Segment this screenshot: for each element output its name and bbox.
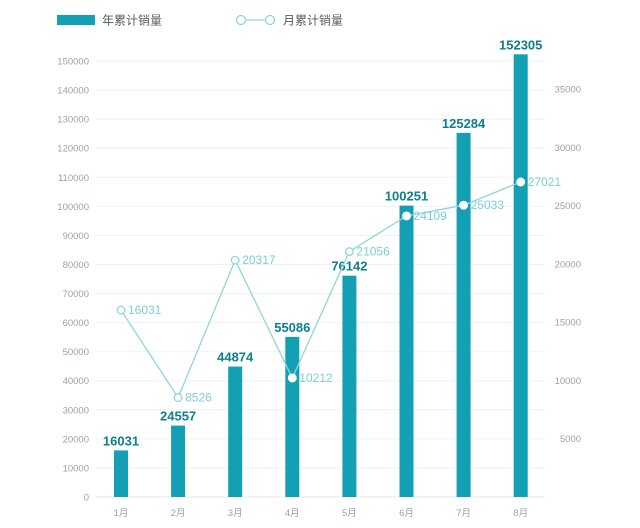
line-point [230, 255, 240, 265]
right-axis: 5000 10000 15000 20000 25000 30000 35000 [555, 85, 581, 446]
bar [114, 450, 128, 497]
bar-data-label: 55086 [274, 320, 310, 335]
line-point [459, 200, 469, 210]
left-axis-tick: 100000 [57, 202, 89, 213]
bar [228, 366, 243, 497]
grid [96, 60, 545, 498]
left-axis-tick: 110000 [58, 173, 89, 184]
x-axis-tick: 2月 [171, 508, 186, 519]
line-path [120, 181, 521, 399]
right-axis-tick: 35000 [555, 85, 581, 96]
x-axis-tick: 1月 [114, 508, 129, 519]
bar [285, 336, 300, 497]
left-axis-tick: 20000 [63, 434, 89, 445]
bar [399, 205, 414, 497]
legend-bar-label: 年累计销量 [102, 14, 162, 28]
line-data-label: 16031 [128, 303, 162, 317]
line-data-label: 25033 [471, 198, 505, 212]
bar-data-label: 44874 [217, 350, 254, 365]
left-axis-tick: 70000 [63, 289, 89, 300]
right-axis-tick: 25000 [555, 201, 581, 212]
legend-line-label: 月累计销量 [283, 14, 343, 28]
x-axis-tick: 4月 [285, 508, 300, 519]
bar-series: 16031 24557 44874 55086 76142 100251 125284 152… [103, 37, 542, 497]
left-axis-tick: 80000 [63, 260, 89, 271]
bar [342, 275, 357, 497]
bar-data-label: 100251 [385, 189, 428, 204]
line-point [173, 393, 183, 403]
right-axis-tick: 10000 [555, 376, 581, 387]
line-data-label: 21056 [356, 245, 390, 259]
x-axis-tick: 8月 [513, 508, 528, 519]
left-axis-tick: 120000 [57, 144, 89, 155]
bar [171, 425, 186, 497]
x-axis: 1月 2月 3月 4月 5月 6月 7月 8月 [114, 508, 528, 519]
x-axis-tick: 5月 [342, 508, 357, 519]
line-series: 16031 8526 20317 10212 21056 24109 25033 27021 [116, 175, 562, 405]
x-axis-tick: 7月 [456, 508, 471, 519]
bar-data-label: 24557 [160, 409, 196, 424]
legend-bar-swatch [57, 15, 95, 25]
x-axis-tick: 6月 [399, 508, 414, 519]
line-point [287, 373, 297, 383]
line-point [116, 305, 126, 315]
bar-data-label: 152305 [499, 37, 542, 52]
left-axis-tick: 10000 [63, 463, 89, 474]
left-axis: 0 10000 20000 30000 40000 50000 60000 70000 8000… [57, 57, 89, 504]
line-point [516, 177, 526, 187]
left-axis-tick: 140000 [57, 86, 89, 97]
left-axis-tick: 90000 [63, 231, 89, 242]
line-point [402, 211, 411, 221]
line-point [344, 247, 354, 256]
line-data-label: 24109 [414, 209, 448, 223]
legend: 年累计销量 月累计销量 [57, 14, 343, 28]
line-data-label: 10212 [299, 371, 333, 385]
left-axis-tick: 0 [84, 493, 89, 504]
x-axis-tick: 3月 [228, 508, 243, 519]
left-axis-tick: 60000 [63, 318, 89, 329]
bar [456, 132, 471, 497]
bar-data-label: 16031 [103, 433, 139, 448]
legend-line-swatch [235, 14, 276, 26]
left-axis-tick: 130000 [57, 115, 89, 126]
bar-data-label: 76142 [331, 259, 367, 274]
right-axis-tick: 20000 [555, 259, 581, 270]
right-axis-tick: 15000 [555, 318, 581, 329]
left-axis-tick: 50000 [63, 347, 89, 358]
line-data-label: 27021 [528, 175, 562, 189]
left-axis-tick: 30000 [63, 405, 89, 416]
right-axis-tick: 5000 [560, 434, 581, 445]
line-data-label: 20317 [242, 253, 276, 267]
line-data-label: 8526 [185, 391, 212, 405]
bar [513, 54, 528, 497]
left-axis-tick: 40000 [63, 376, 89, 387]
bar-data-label: 125284 [442, 116, 486, 131]
left-axis-tick: 150000 [57, 57, 89, 68]
right-axis-tick: 30000 [555, 143, 581, 154]
